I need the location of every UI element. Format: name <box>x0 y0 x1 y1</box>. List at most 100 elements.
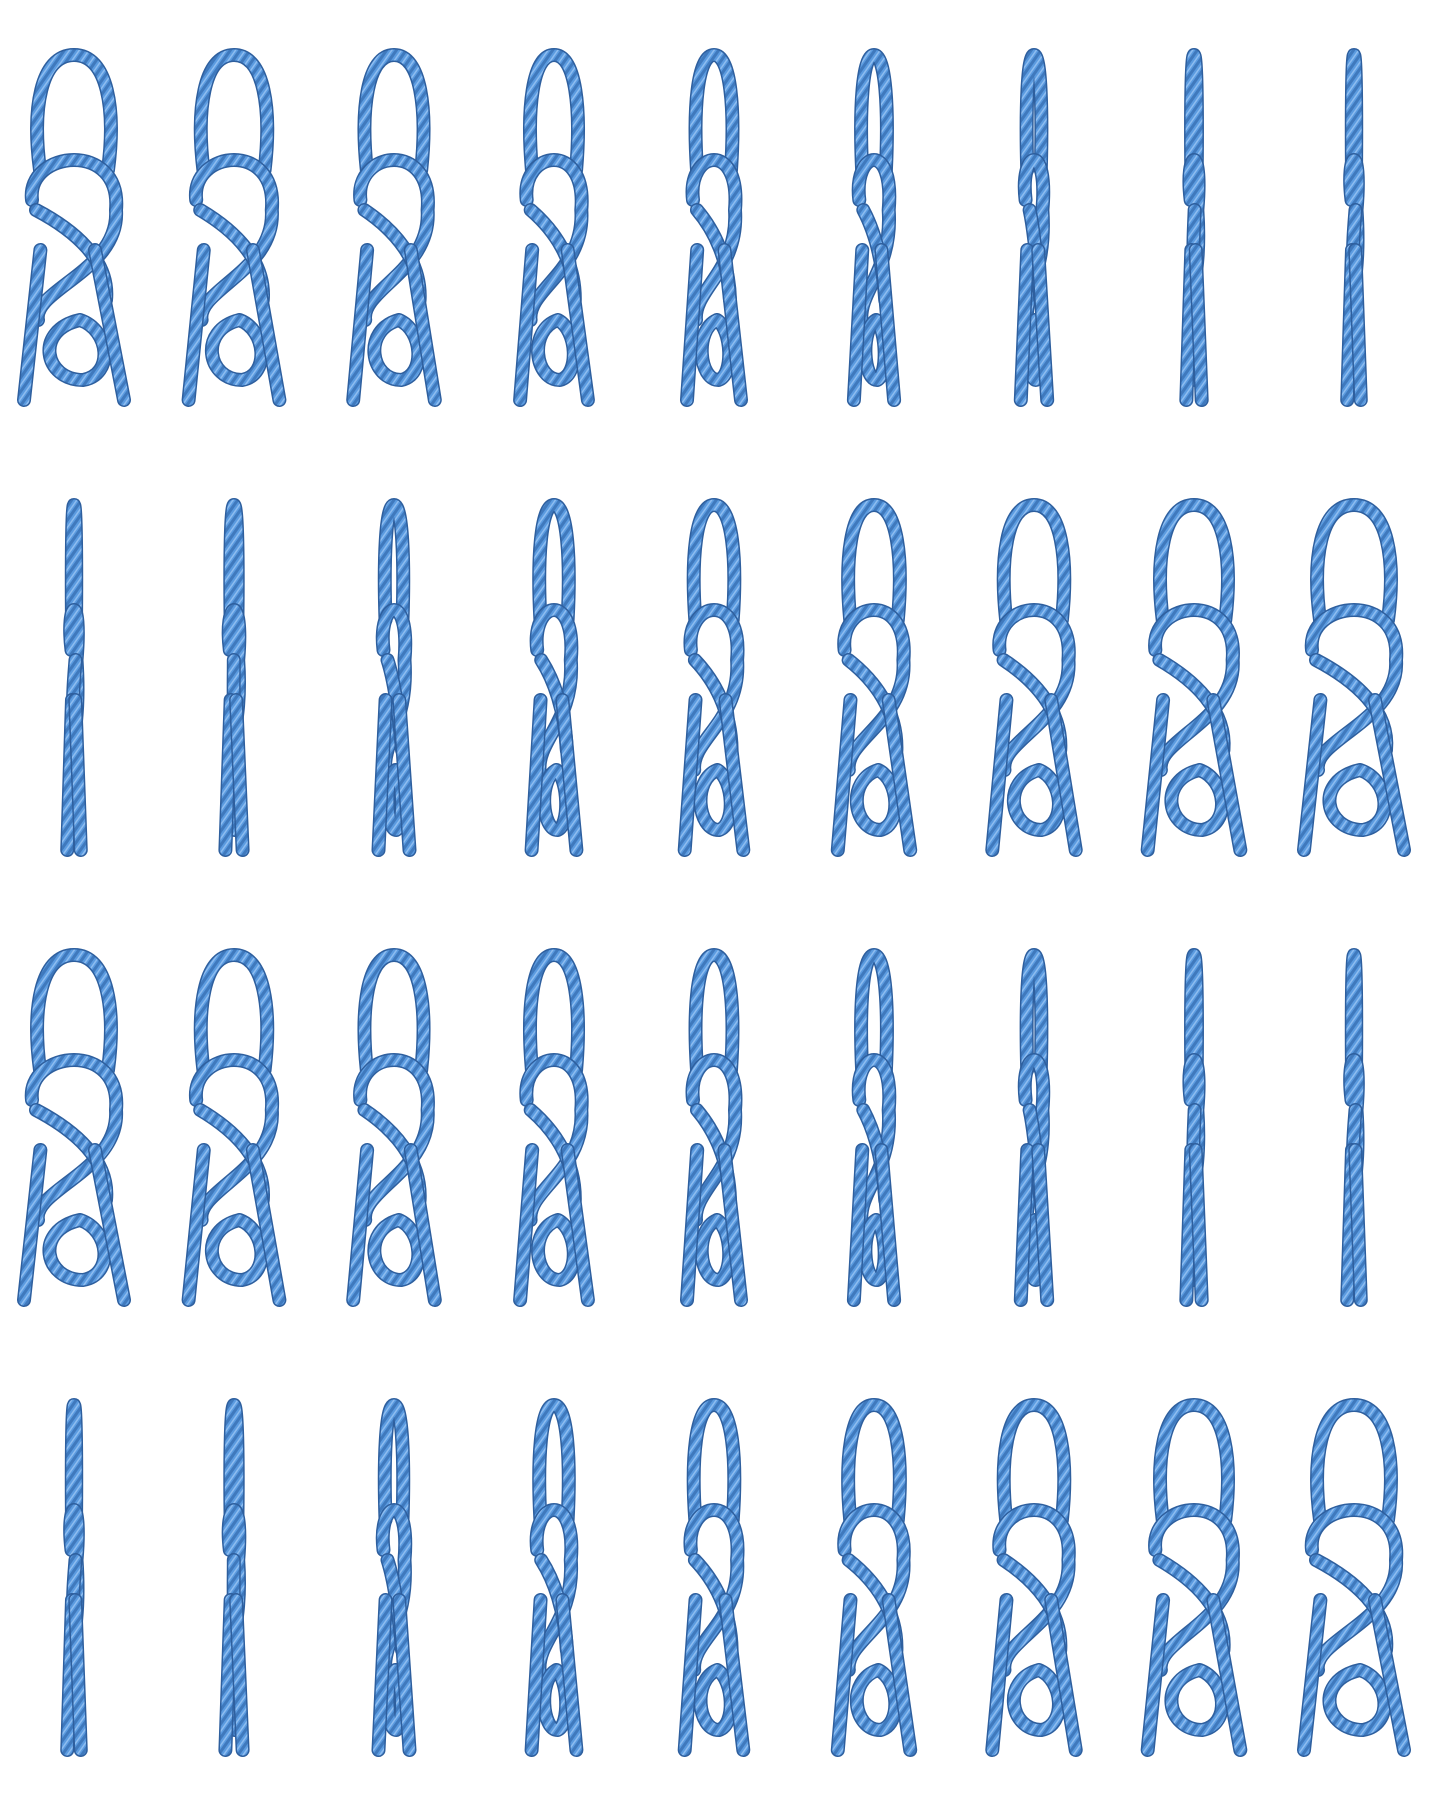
knot-frame-r3-c4 <box>513 948 595 1307</box>
knot-frame-r2-c8 <box>1140 498 1248 857</box>
rope-knot-body <box>520 154 588 326</box>
knot-frame-r3-c2 <box>181 948 287 1307</box>
rope-right-leg <box>405 1144 441 1306</box>
rope-top-loop <box>224 1399 244 1526</box>
rope-left-leg <box>681 1144 703 1306</box>
rope-top-loop <box>1154 499 1234 626</box>
rope-lower-loop <box>696 314 735 386</box>
frames-layer <box>17 48 1411 1757</box>
rope-top-loop <box>1154 1399 1234 1526</box>
rope-lower-loop <box>1324 1664 1390 1736</box>
rope-right-leg <box>1190 244 1208 406</box>
rope-right-leg <box>1032 1144 1053 1306</box>
rope-top-loop <box>224 499 244 626</box>
rope-left-leg <box>986 1594 1012 1756</box>
rope-right-leg <box>405 244 441 406</box>
knot-frame-r2-c2 <box>218 498 250 857</box>
rope-left-leg <box>1015 244 1033 406</box>
rope-top-loop <box>533 1399 575 1526</box>
knot-frame-r1-c6 <box>846 48 902 407</box>
rope-knot-body <box>853 1054 895 1226</box>
knot-frame-r4-c9 <box>1297 1398 1411 1757</box>
rope-left-leg <box>681 244 703 406</box>
rope-left-leg <box>832 1594 856 1756</box>
rope-top-loop <box>1185 49 1203 176</box>
rope-right-leg <box>247 244 285 406</box>
rope-left-leg <box>832 694 856 856</box>
knot-frame-r4-c1 <box>60 1398 88 1757</box>
rope-right-leg <box>562 244 594 406</box>
rope-knot-body <box>190 154 278 326</box>
rope-right-leg <box>875 244 900 406</box>
rope-top-loop <box>66 499 82 626</box>
knot-frame-r4-c3 <box>371 1398 417 1757</box>
rope-knot-body <box>354 1054 434 1226</box>
knot-frame-r1-c4 <box>513 48 595 407</box>
rope-right-leg <box>556 694 582 856</box>
rope-left-leg <box>526 1594 547 1756</box>
rope-top-loop <box>524 949 584 1076</box>
rope-top-loop <box>31 949 117 1076</box>
rope-lower-loop <box>1166 764 1228 836</box>
rope-top-loop <box>842 1399 906 1526</box>
rope-left-leg <box>183 1144 210 1306</box>
knot-frame-r3-c5 <box>680 948 748 1307</box>
knot-frame-r4-c6 <box>830 1398 918 1757</box>
rope-knot-body <box>838 1504 910 1676</box>
rope-top-loop <box>855 49 893 176</box>
rope-left-leg <box>1142 694 1169 856</box>
rope-right-leg <box>230 694 249 856</box>
rope-top-loop <box>1185 949 1203 1076</box>
rope-right-leg <box>393 694 415 856</box>
rope-lower-loop <box>206 1214 267 1286</box>
rope-lower-loop <box>532 314 580 386</box>
rope-right-leg <box>1369 694 1410 856</box>
rope-knot-body <box>1149 604 1239 776</box>
rope-left-leg <box>679 694 702 856</box>
knot-frame-r2-c6 <box>830 498 918 857</box>
rope-top-loop <box>688 1399 740 1526</box>
rope-left-leg <box>183 244 210 406</box>
rope-right-leg <box>1349 244 1367 406</box>
rope-right-leg <box>562 1144 594 1306</box>
rope-right-leg <box>883 1594 916 1756</box>
knot-frame-r2-c3 <box>371 498 417 857</box>
knot-frame-r1-c8 <box>1179 48 1209 407</box>
knot-frame-r3-c1 <box>17 948 131 1307</box>
rope-lower-loop <box>44 1214 110 1286</box>
rope-knot-body <box>26 1054 122 1226</box>
rope-top-loop <box>998 499 1070 626</box>
rope-top-loop <box>1346 49 1362 176</box>
rope-left-leg <box>848 1144 868 1306</box>
knot-frame-r1-c2 <box>181 48 287 407</box>
knot-frame-r1-c3 <box>346 48 442 407</box>
rope-lower-loop <box>44 314 110 386</box>
rope-top-loop <box>1021 949 1047 1076</box>
rope-knot-body <box>687 1054 741 1226</box>
rope-lower-loop <box>1008 764 1065 836</box>
rope-left-leg <box>347 244 373 406</box>
rope-lower-loop <box>368 314 424 386</box>
rope-top-loop <box>690 49 738 176</box>
rope-knot-body <box>1306 1504 1402 1676</box>
rope-right-leg <box>883 694 916 856</box>
rope-right-leg <box>1349 1144 1367 1306</box>
rope-lower-loop <box>851 764 901 836</box>
knot-frame-r4-c2 <box>218 1398 250 1757</box>
rope-knot-body <box>993 1504 1075 1676</box>
rope-left-leg <box>514 244 538 406</box>
knot-frame-r2-c9 <box>1297 498 1411 857</box>
rope-top-loop <box>195 949 273 1076</box>
rope-left-leg <box>347 1144 373 1306</box>
rope-top-loop <box>533 499 575 626</box>
rope-lower-loop <box>1166 1664 1228 1736</box>
rope-knot-body <box>1306 604 1402 776</box>
rope-right-leg <box>230 1594 249 1756</box>
rope-right-leg <box>1032 244 1053 406</box>
rope-knot-body <box>853 154 895 326</box>
rope-top-loop <box>1311 1399 1397 1526</box>
rope-knot-body <box>520 1054 588 1226</box>
rope-top-loop <box>855 949 893 1076</box>
rope-knot-body <box>838 604 910 776</box>
